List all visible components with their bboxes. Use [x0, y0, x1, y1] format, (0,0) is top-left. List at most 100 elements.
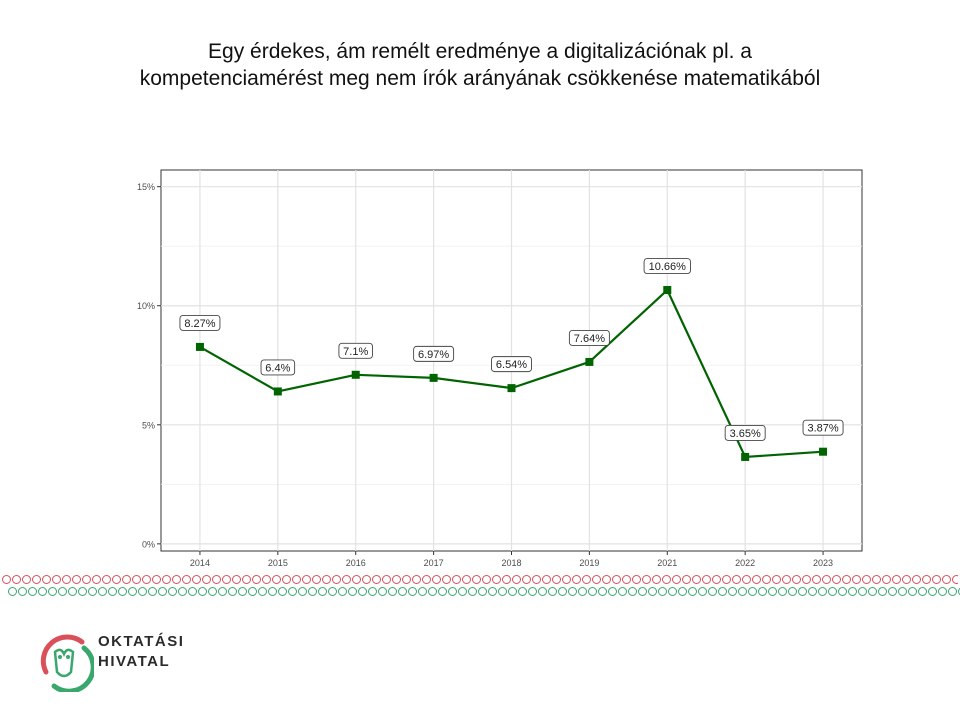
- owl-pattern-icon: [818, 587, 827, 596]
- owl-pattern-icon: [828, 587, 837, 596]
- owl-pattern-icon: [168, 587, 177, 596]
- owl-pattern-icon: [398, 587, 407, 596]
- owl-pattern-icon: [938, 587, 947, 596]
- owl-pattern-icon: [908, 587, 917, 596]
- owl-pattern-icon: [298, 587, 307, 596]
- owl-pattern-icon: [552, 575, 561, 584]
- owl-pattern-icon: [388, 587, 397, 596]
- data-label-box: [491, 356, 532, 373]
- x-tick-label: 2021: [657, 558, 677, 568]
- owl-pattern-icon: [698, 587, 707, 596]
- owl-pattern-icon: [772, 575, 781, 584]
- owl-pattern-icon: [482, 575, 491, 584]
- owl-pattern-icon: [468, 587, 477, 596]
- owl-pattern-icon: [522, 575, 531, 584]
- owl-pattern-icon: [912, 575, 921, 584]
- owl-pattern-icon: [618, 587, 627, 596]
- owl-pattern-icon: [408, 587, 417, 596]
- decorative-owl-strip-green: [8, 586, 960, 598]
- owl-pattern-icon: [452, 575, 461, 584]
- owl-pattern-icon: [788, 587, 797, 596]
- data-label: 7.1%: [338, 342, 373, 359]
- owl-pattern-icon: [582, 575, 591, 584]
- owl-pattern-icon: [442, 575, 451, 584]
- owl-pattern-icon: [548, 587, 557, 596]
- owl-pattern-icon: [692, 575, 701, 584]
- owl-pattern-icon: [42, 575, 51, 584]
- owl-pattern-icon: [112, 575, 121, 584]
- owl-pattern-icon: [258, 587, 267, 596]
- data-label-box: [568, 329, 610, 346]
- data-point: [741, 452, 750, 461]
- owl-pattern-icon: [762, 575, 771, 584]
- y-tick-label: 0%: [142, 539, 155, 549]
- owl-pattern-icon: [922, 575, 931, 584]
- owl-pattern-icon: [8, 587, 17, 596]
- owl-pattern-icon: [328, 587, 337, 596]
- slide-title-line-1: Egy érdekes, ám remélt eredménye a digit…: [208, 40, 752, 63]
- owl-pattern-icon: [702, 575, 711, 584]
- owl-pattern-icon: [508, 587, 517, 596]
- owl-pattern-icon: [668, 587, 677, 596]
- owl-pattern-icon: [322, 575, 331, 584]
- owl-pattern-icon: [102, 575, 111, 584]
- data-point: [585, 357, 594, 366]
- owl-pattern-icon: [622, 575, 631, 584]
- data-label-text: 10.66%: [649, 261, 687, 273]
- owl-pattern-icon: [448, 587, 457, 596]
- owl-pattern-icon: [642, 575, 651, 584]
- owl-pattern-icon: [572, 575, 581, 584]
- owl-pattern-icon: [152, 575, 161, 584]
- owl-pattern-icon: [188, 587, 197, 596]
- owl-pattern-icon: [62, 575, 71, 584]
- data-point: [195, 342, 204, 351]
- owl-pattern-icon: [658, 587, 667, 596]
- owl-pattern-icon: [358, 587, 367, 596]
- owl-pattern-icon: [362, 575, 371, 584]
- owl-pattern-icon: [518, 587, 527, 596]
- owl-pattern-icon: [758, 587, 767, 596]
- owl-pattern-icon: [368, 587, 377, 596]
- owl-pattern-icon: [628, 587, 637, 596]
- owl-pattern-icon: [392, 575, 401, 584]
- owl-pattern-icon: [118, 587, 127, 596]
- owl-pattern-icon: [242, 575, 251, 584]
- owl-pattern-icon: [822, 575, 831, 584]
- owl-pattern-icon: [218, 587, 227, 596]
- owl-pattern-icon: [208, 587, 217, 596]
- data-label-text: 6.54%: [496, 359, 527, 371]
- owl-pattern-icon: [648, 587, 657, 596]
- owl-pattern-icon: [288, 587, 297, 596]
- owl-pattern-icon: [662, 575, 671, 584]
- line-chart: 0% 5% 10% 15% 2014 2015 2016 2017 2018 2019 2021 20…: [110, 165, 870, 575]
- owl-pattern-icon: [838, 587, 847, 596]
- y-tick-label: 15%: [137, 182, 155, 192]
- owl-pattern-icon: [858, 587, 867, 596]
- owl-pattern-icon: [158, 587, 167, 596]
- data-point: [507, 384, 516, 393]
- owl-pattern-icon: [122, 575, 131, 584]
- data-label: 6.4%: [260, 359, 296, 376]
- owl-pattern-icon: [492, 575, 501, 584]
- owl-pattern-icon: [332, 575, 341, 584]
- data-label-text: 6.4%: [265, 362, 290, 374]
- data-label: 3.87%: [802, 419, 844, 436]
- owl-pattern-icon: [212, 575, 221, 584]
- x-tick-label: 2018: [501, 558, 521, 568]
- owl-pattern-icon: [268, 587, 277, 596]
- owl-pattern-icon: [778, 587, 787, 596]
- owl-pattern-icon: [82, 575, 91, 584]
- logo-line-2: HIVATAL: [98, 653, 171, 670]
- owl-pattern-icon: [478, 587, 487, 596]
- owl-pattern-icon: [712, 575, 721, 584]
- owl-pattern-icon: [78, 587, 87, 596]
- data-label-box: [802, 419, 844, 436]
- owl-pattern-icon: [172, 575, 181, 584]
- data-label: 6.54%: [491, 356, 532, 373]
- owl-logo-icon: [40, 634, 96, 694]
- owl-pattern-icon: [782, 575, 791, 584]
- data-label-text: 8.27%: [184, 318, 215, 330]
- owl-pattern-icon: [98, 587, 107, 596]
- owl-pattern-icon: [58, 587, 67, 596]
- owl-pattern-icon: [138, 587, 147, 596]
